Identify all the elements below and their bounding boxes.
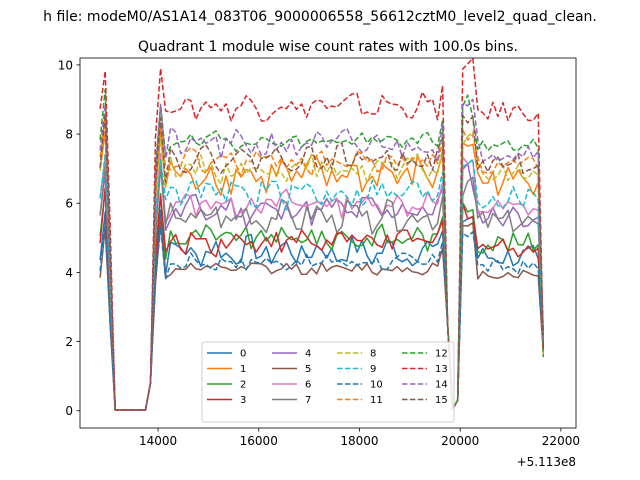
series-line-12: [99, 88, 545, 411]
legend-label-8: 8: [370, 349, 376, 360]
legend-label-5: 5: [305, 364, 311, 375]
x-tick-label-14000: 14000: [139, 434, 177, 448]
legend-label-7: 7: [305, 395, 311, 406]
series-line-8: [99, 113, 545, 411]
series-line-15: [99, 113, 545, 411]
legend-label-9: 9: [370, 364, 376, 375]
legend-label-11: 11: [370, 395, 383, 406]
x-tick-label-18000: 18000: [340, 434, 378, 448]
x-tick-label-22000: 22000: [542, 434, 580, 448]
x-tick-label-20000: 20000: [441, 434, 479, 448]
series-line-11: [99, 113, 545, 411]
y-tick-label-6: 6: [65, 197, 73, 211]
x-axis-offset-label: +5.113e8: [517, 455, 576, 469]
series-line-9: [99, 153, 545, 411]
axes-frame: [79, 57, 577, 429]
legend-label-12: 12: [435, 349, 448, 360]
legend-label-2: 2: [240, 380, 246, 391]
series-line-2: [99, 188, 545, 411]
legend-label-13: 13: [435, 364, 448, 375]
series-lines: [99, 57, 545, 411]
series-line-3: [99, 187, 545, 411]
series-line-14: [99, 98, 545, 411]
legend-label-10: 10: [370, 380, 383, 391]
y-tick-label-4: 4: [65, 266, 73, 280]
legend-label-1: 1: [240, 364, 246, 375]
series-line-10: [99, 218, 545, 411]
y-tick-label-8: 8: [65, 128, 73, 142]
series-line-7: [99, 165, 545, 411]
legend-label-14: 14: [435, 380, 448, 391]
legend-label-4: 4: [305, 349, 311, 360]
legend-label-15: 15: [435, 395, 448, 406]
legend-label-3: 3: [240, 395, 246, 406]
legend-label-6: 6: [305, 380, 311, 391]
y-tick-label-0: 0: [65, 404, 73, 418]
series-line-13: [99, 57, 545, 411]
figure-suptitle: h file: modeM0/AS1A14_083T06_9000006558_…: [43, 9, 597, 25]
plot-area: 14000 16000 18000 20000 22000024681001234567…: [58, 57, 580, 448]
x-tick-label-16000: 16000: [240, 434, 278, 448]
legend-frame: [201, 341, 455, 423]
legend-label-0: 0: [240, 349, 246, 360]
y-tick-label-2: 2: [65, 335, 73, 349]
y-tick-label-10: 10: [58, 58, 73, 72]
chart-title: Quadrant 1 module wise count rates with …: [138, 39, 518, 55]
